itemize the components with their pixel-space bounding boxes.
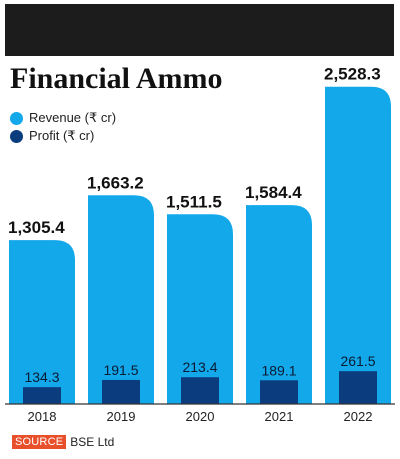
x-tick-2021: 2021 — [265, 409, 294, 424]
profit-bar-2018 — [23, 387, 61, 404]
revenue-bar-2018 — [9, 240, 75, 404]
revenue-label-2019: 1,663.2 — [87, 173, 144, 192]
legend-profit: Profit (₹ cr) — [10, 128, 94, 144]
profit-label-2020: 213.4 — [182, 359, 217, 375]
profit-bar-2019 — [102, 379, 140, 404]
profit-bar-2021 — [260, 380, 298, 404]
profit-label-2022: 261.5 — [340, 353, 375, 369]
legend-profit-label: Profit (₹ cr) — [29, 128, 95, 143]
revenue-label-2018: 1,305.4 — [8, 218, 65, 237]
profit-bar-2022 — [339, 371, 377, 404]
legend-revenue-swatch — [10, 111, 23, 125]
x-tick-2018: 2018 — [28, 409, 57, 424]
revenue-label-2021: 1,584.4 — [245, 183, 302, 202]
x-tick-2020: 2020 — [186, 409, 215, 424]
legend-profit-swatch — [10, 129, 23, 143]
source-text: BSE Ltd — [70, 435, 115, 449]
legend-revenue: Revenue (₹ cr) — [10, 110, 116, 126]
revenue-bar-2021 — [246, 205, 312, 404]
bar-chart: 1,305.4 134.3 2018 1,663.2 191.5 2019 1,511.5 2… — [5, 65, 395, 424]
chart-title: Financial Ammo — [10, 62, 223, 95]
profit-label-2019: 191.5 — [103, 362, 138, 378]
revenue-bar-2022 — [325, 86, 391, 404]
legend-revenue-label: Revenue (₹ cr) — [29, 110, 117, 125]
header-bar — [5, 4, 394, 56]
profit-label-2021: 189.1 — [261, 362, 296, 378]
profit-bar-2020 — [181, 377, 219, 404]
revenue-bar-2020 — [167, 214, 233, 404]
revenue-bar-2019 — [88, 195, 154, 404]
revenue-label-2020: 1,511.5 — [166, 192, 222, 211]
x-tick-2019: 2019 — [107, 409, 136, 424]
source-tag: SOURCE — [12, 435, 67, 449]
revenue-label-2022: 2,528.3 — [324, 65, 381, 84]
x-tick-2022: 2022 — [344, 409, 373, 424]
source-footer: SOURCE BSE Ltd — [12, 435, 114, 449]
profit-label-2018: 134.3 — [24, 369, 59, 385]
